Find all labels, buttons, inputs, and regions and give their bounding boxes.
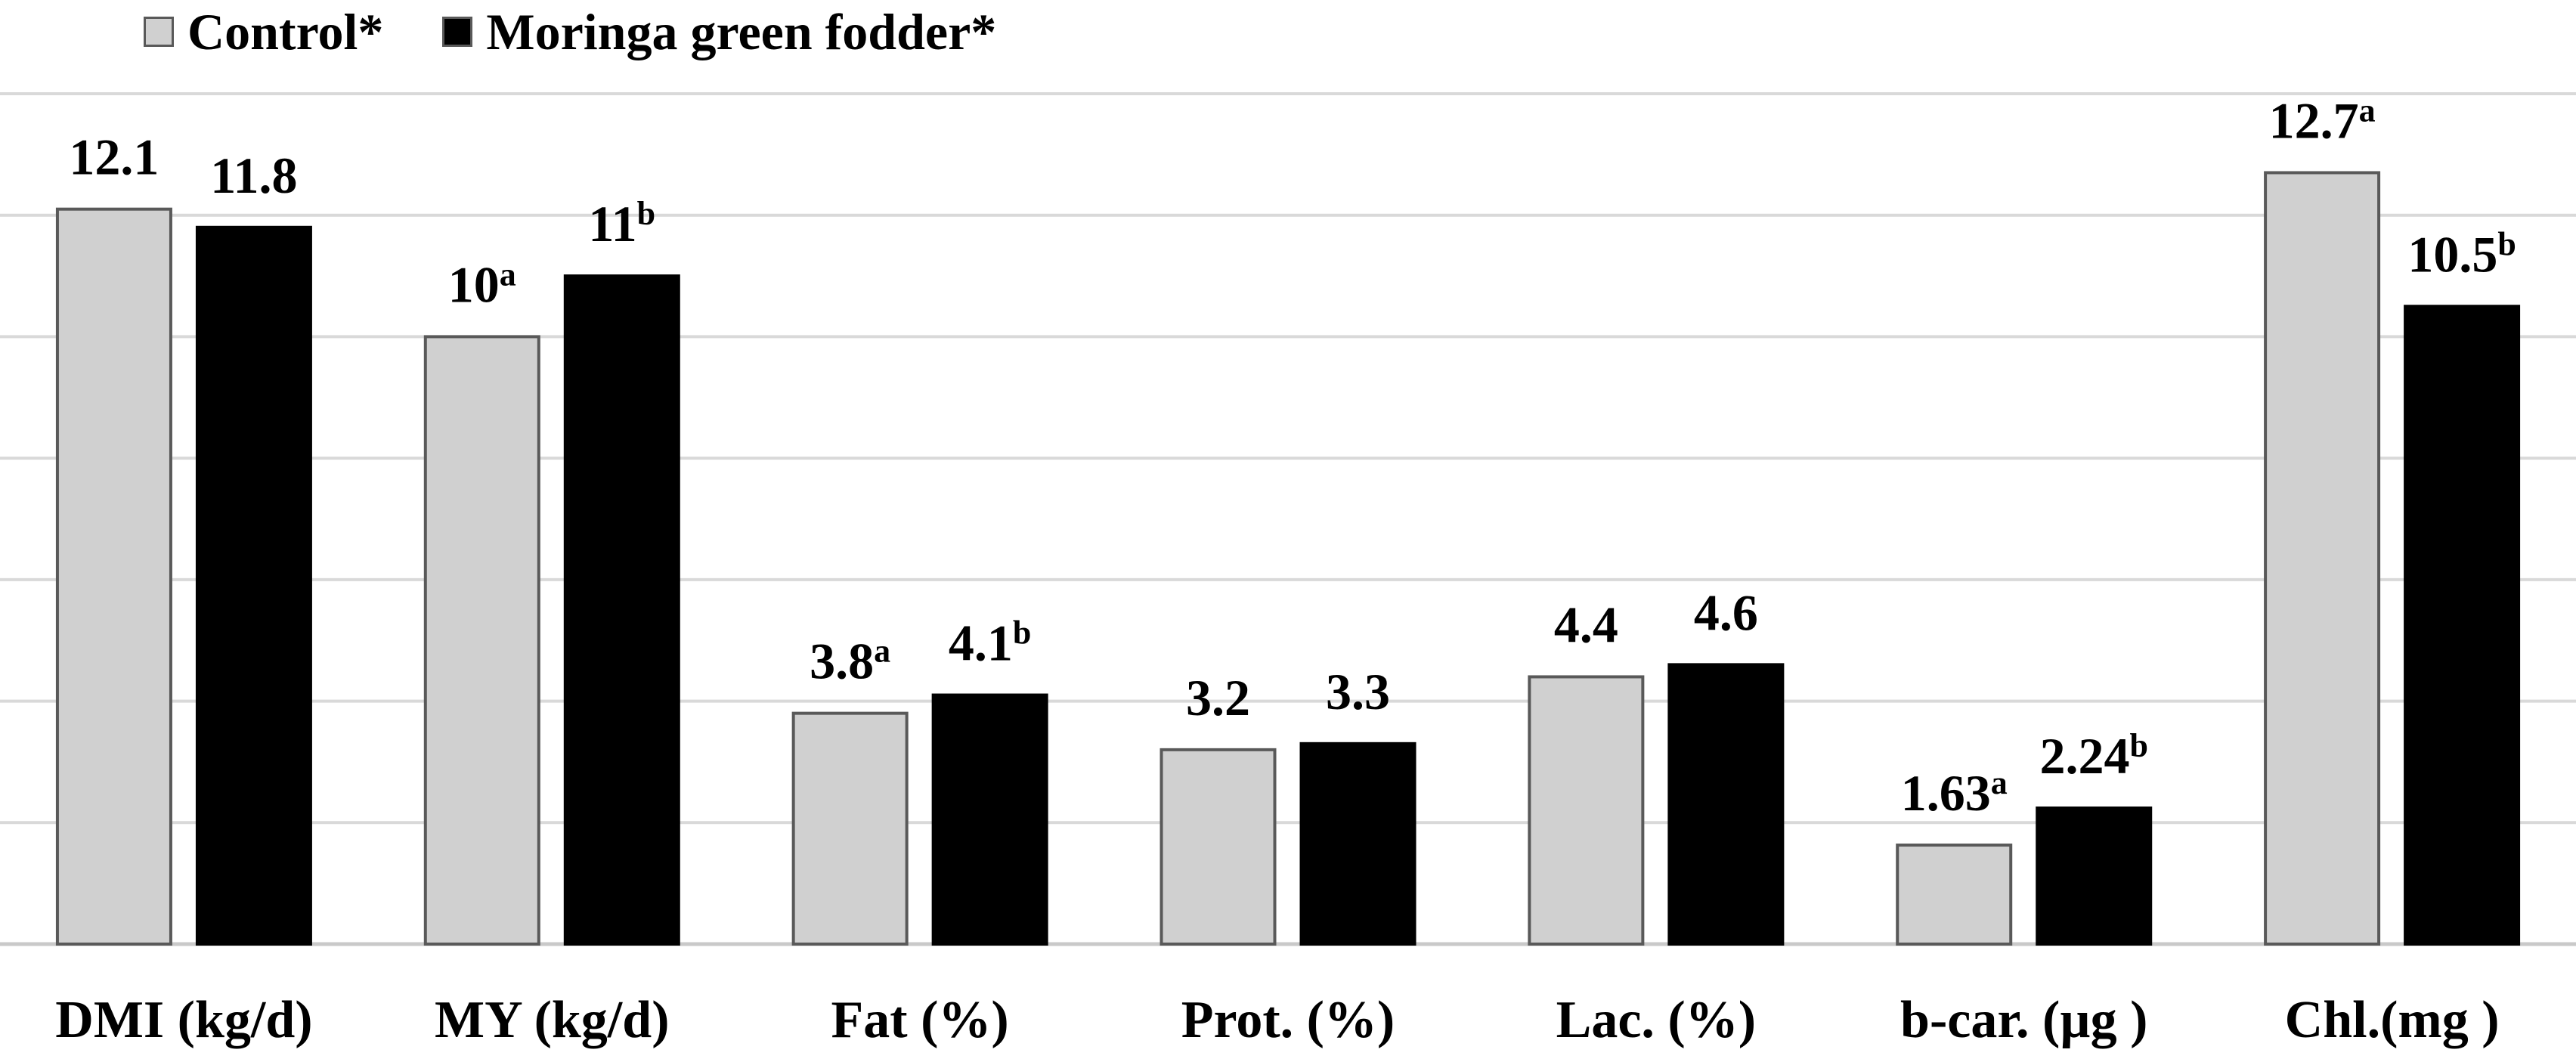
data-label-moringa-5: 4.6 (1694, 584, 1758, 641)
data-label-control-5: 4.4 (1554, 596, 1618, 653)
data-label-moringa-1: 11.8 (210, 147, 297, 204)
bar-control-2 (423, 335, 540, 946)
data-label-moringa-6: 2.24b (2039, 727, 2147, 785)
data-label-moringa-3: 4.1b (949, 615, 1031, 672)
bar-moringa-1 (195, 225, 312, 946)
category-label-4: Prot. (%) (1181, 991, 1395, 1049)
bar-control-6 (1896, 844, 2013, 946)
legend: Control* Moringa green fodder* (144, 0, 1055, 63)
legend-item-control: Control* (144, 2, 383, 62)
bar-moringa-6 (2036, 807, 2153, 946)
data-label-moringa-7: 10.5b (2407, 225, 2516, 283)
data-label-moringa-4: 3.3 (1326, 663, 1390, 720)
category-label-3: Fat (%) (831, 991, 1009, 1049)
data-label-moringa-2: 11b (588, 195, 655, 252)
legend-label-control: Control* (187, 2, 384, 60)
legend-label-moringa: Moringa green fodder* (486, 2, 997, 60)
data-label-control-6: 1.63a (1901, 764, 2008, 822)
bar-control-1 (55, 207, 172, 946)
data-label-control-1: 12.1 (69, 128, 159, 186)
bar-moringa-2 (563, 274, 680, 946)
category-labels: DMI (kg/d) MY (kg/d) Fat (%) Prot. (%) Lac. … (55, 991, 2499, 1049)
legend-swatch-control (144, 17, 174, 47)
bar-control-3 (791, 711, 909, 946)
bar-moringa-4 (1299, 742, 1416, 946)
bar-moringa-3 (931, 693, 1048, 946)
bar-control-5 (1528, 675, 1645, 946)
category-label-6: b-car. (µg ) (1900, 991, 2147, 1049)
bar-moringa-7 (2404, 305, 2521, 946)
value-labels: 12.1 11.8 10a 11b 3.8a 4.1b 3.2 3.3 4.4 4.6 1.63a 2… (69, 91, 2516, 822)
legend-item-moringa: Moringa green fodder* (442, 2, 996, 62)
bar-control-7 (2264, 171, 2381, 946)
category-label-2: MY (kg/d) (435, 991, 669, 1049)
bar-moringa-5 (1667, 663, 1785, 946)
gridlines (0, 92, 2576, 946)
category-label-5: Lac. (%) (1556, 991, 1756, 1049)
data-label-control-4: 3.2 (1186, 669, 1250, 726)
bar-control-4 (1160, 748, 1277, 946)
category-label-1: DMI (kg/d) (55, 991, 312, 1049)
legend-swatch-moringa (442, 17, 473, 47)
data-label-control-2: 10a (448, 255, 516, 313)
category-label-7: Chl.(mg ) (2285, 991, 2500, 1049)
data-label-control-7: 12.7a (2269, 91, 2376, 149)
bars (55, 171, 2521, 946)
data-label-control-3: 3.8a (810, 633, 890, 690)
